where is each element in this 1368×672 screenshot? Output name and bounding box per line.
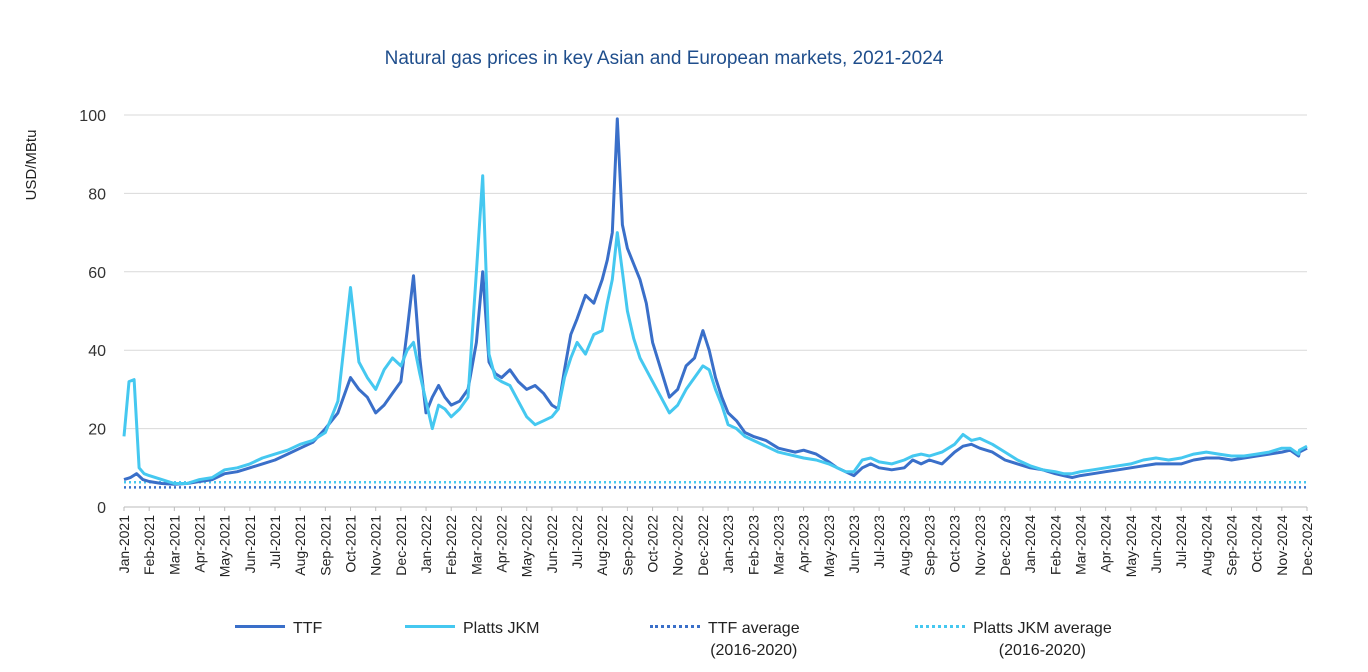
x-tick-label: Oct-2021 [343,515,359,573]
series-line-jkm [122,174,1308,485]
x-tick-label: Sep-2023 [921,515,937,576]
x-tick-label: Feb-2024 [1047,515,1063,575]
chart-title: Natural gas prices in key Asian and Euro… [384,48,944,69]
x-tick-label: Oct-2023 [947,515,963,573]
x-tick-label: Mar-2022 [468,515,484,575]
series-lines [122,117,1308,486]
x-tick-label: Feb-2021 [141,515,157,575]
legend-item-ttf-average: TTF average (2016-2020) [650,618,800,662]
gridlines [124,114,1307,430]
x-tick-label: Jan-2023 [720,515,736,574]
x-tick-label: May-2023 [821,515,837,577]
legend-swatch-jkm [405,618,455,632]
legend-swatch-ttf-average [650,618,700,632]
x-tick-label: Mar-2024 [1072,515,1088,575]
series-line-ttf [123,117,1308,486]
x-tick-label: Apr-2024 [1098,515,1114,573]
x-tick-label: Mar-2021 [166,515,182,575]
x-tick-label: Jan-2022 [418,515,434,574]
x-tick-label: Feb-2023 [745,515,761,575]
x-tick-label: Oct-2022 [645,515,661,573]
x-tick-label: May-2024 [1123,515,1139,577]
legend-label-ttf: TTF [293,620,323,637]
average-lines [124,481,1307,489]
x-tick-label: Jul-2024 [1173,515,1189,569]
legend-label-ttf-average-line2: (2016-2020) [710,642,798,659]
x-tick-label: Nov-2021 [368,515,384,576]
legend-label-jkm-average-line1: Platts JKM average [973,620,1112,637]
x-tick-label: Apr-2021 [192,515,208,573]
legend-item-ttf: TTF [235,618,322,640]
x-tick-label: Jun-2024 [1148,515,1164,574]
x-tick-label: Jun-2021 [242,515,258,574]
legend-label-jkm: Platts JKM [463,620,540,637]
legend-label-ttf-average: TTF average (2016-2020) [708,618,800,662]
x-tick-label: Aug-2023 [896,515,912,576]
legend-swatch-ttf [235,618,285,632]
x-tick-label: Aug-2024 [1198,515,1214,576]
legend-label-jkm-average-line2: (2016-2020) [998,642,1086,659]
x-tick-label: Aug-2021 [292,515,308,576]
y-tick-label-40: 40 [88,343,106,360]
x-tick-label: Dec-2023 [997,515,1013,576]
x-tick-label: Jul-2023 [871,515,887,569]
x-tick-label: Aug-2022 [594,515,610,576]
legend-swatch-jkm-average [915,618,965,632]
x-tick-label: Nov-2023 [972,515,988,576]
x-tick-label: Jun-2023 [846,515,862,574]
x-tick-label: Jan-2024 [1022,515,1038,574]
y-tick-label-60: 60 [88,265,106,282]
x-tick-label: Apr-2023 [796,515,812,573]
x-tick-label: Nov-2022 [670,515,686,576]
y-tick-label-100: 100 [79,108,106,125]
x-tick-label: Sep-2021 [317,515,333,576]
y-tick-label-80: 80 [88,186,106,203]
x-tick-label: May-2022 [519,515,535,577]
x-tick-label: Dec-2022 [695,515,711,576]
x-tick-label: Oct-2024 [1249,515,1265,573]
x-tick-label: Feb-2022 [443,515,459,575]
x-tick-label: May-2021 [217,515,233,577]
legend-item-jkm-average: Platts JKM average (2016-2020) [915,618,1112,662]
legend: TTF Platts JKM TTF average (2016-2020) P… [200,618,1200,668]
legend-label-jkm-average: Platts JKM average (2016-2020) [973,618,1112,662]
x-tick-label: Nov-2024 [1274,515,1290,576]
y-axis-label: USD/MBtu [23,130,40,201]
legend-label-ttf-average-line1: TTF average [708,620,800,637]
x-tick-label: Sep-2024 [1223,515,1239,576]
x-tick-label: Jul-2021 [267,515,283,569]
x-axis-ticks: Jan-2021 Feb-2021 Mar-2021 Apr-2021 May-2021… [116,507,1315,577]
x-tick-label: Mar-2023 [770,515,786,575]
y-tick-label-0: 0 [97,500,106,517]
x-tick-label: Apr-2022 [494,515,510,573]
x-tick-label: Jun-2022 [544,515,560,574]
y-tick-label-20: 20 [88,422,106,439]
x-tick-label: Sep-2022 [619,515,635,576]
x-tick-label: Dec-2024 [1299,515,1315,576]
y-axis-ticks: 0 20 40 60 80 100 [79,108,106,517]
x-tick-label: Jul-2022 [569,515,585,569]
legend-item-jkm: Platts JKM [405,618,539,640]
x-tick-label: Jan-2021 [116,515,132,574]
x-tick-label: Dec-2021 [393,515,409,576]
